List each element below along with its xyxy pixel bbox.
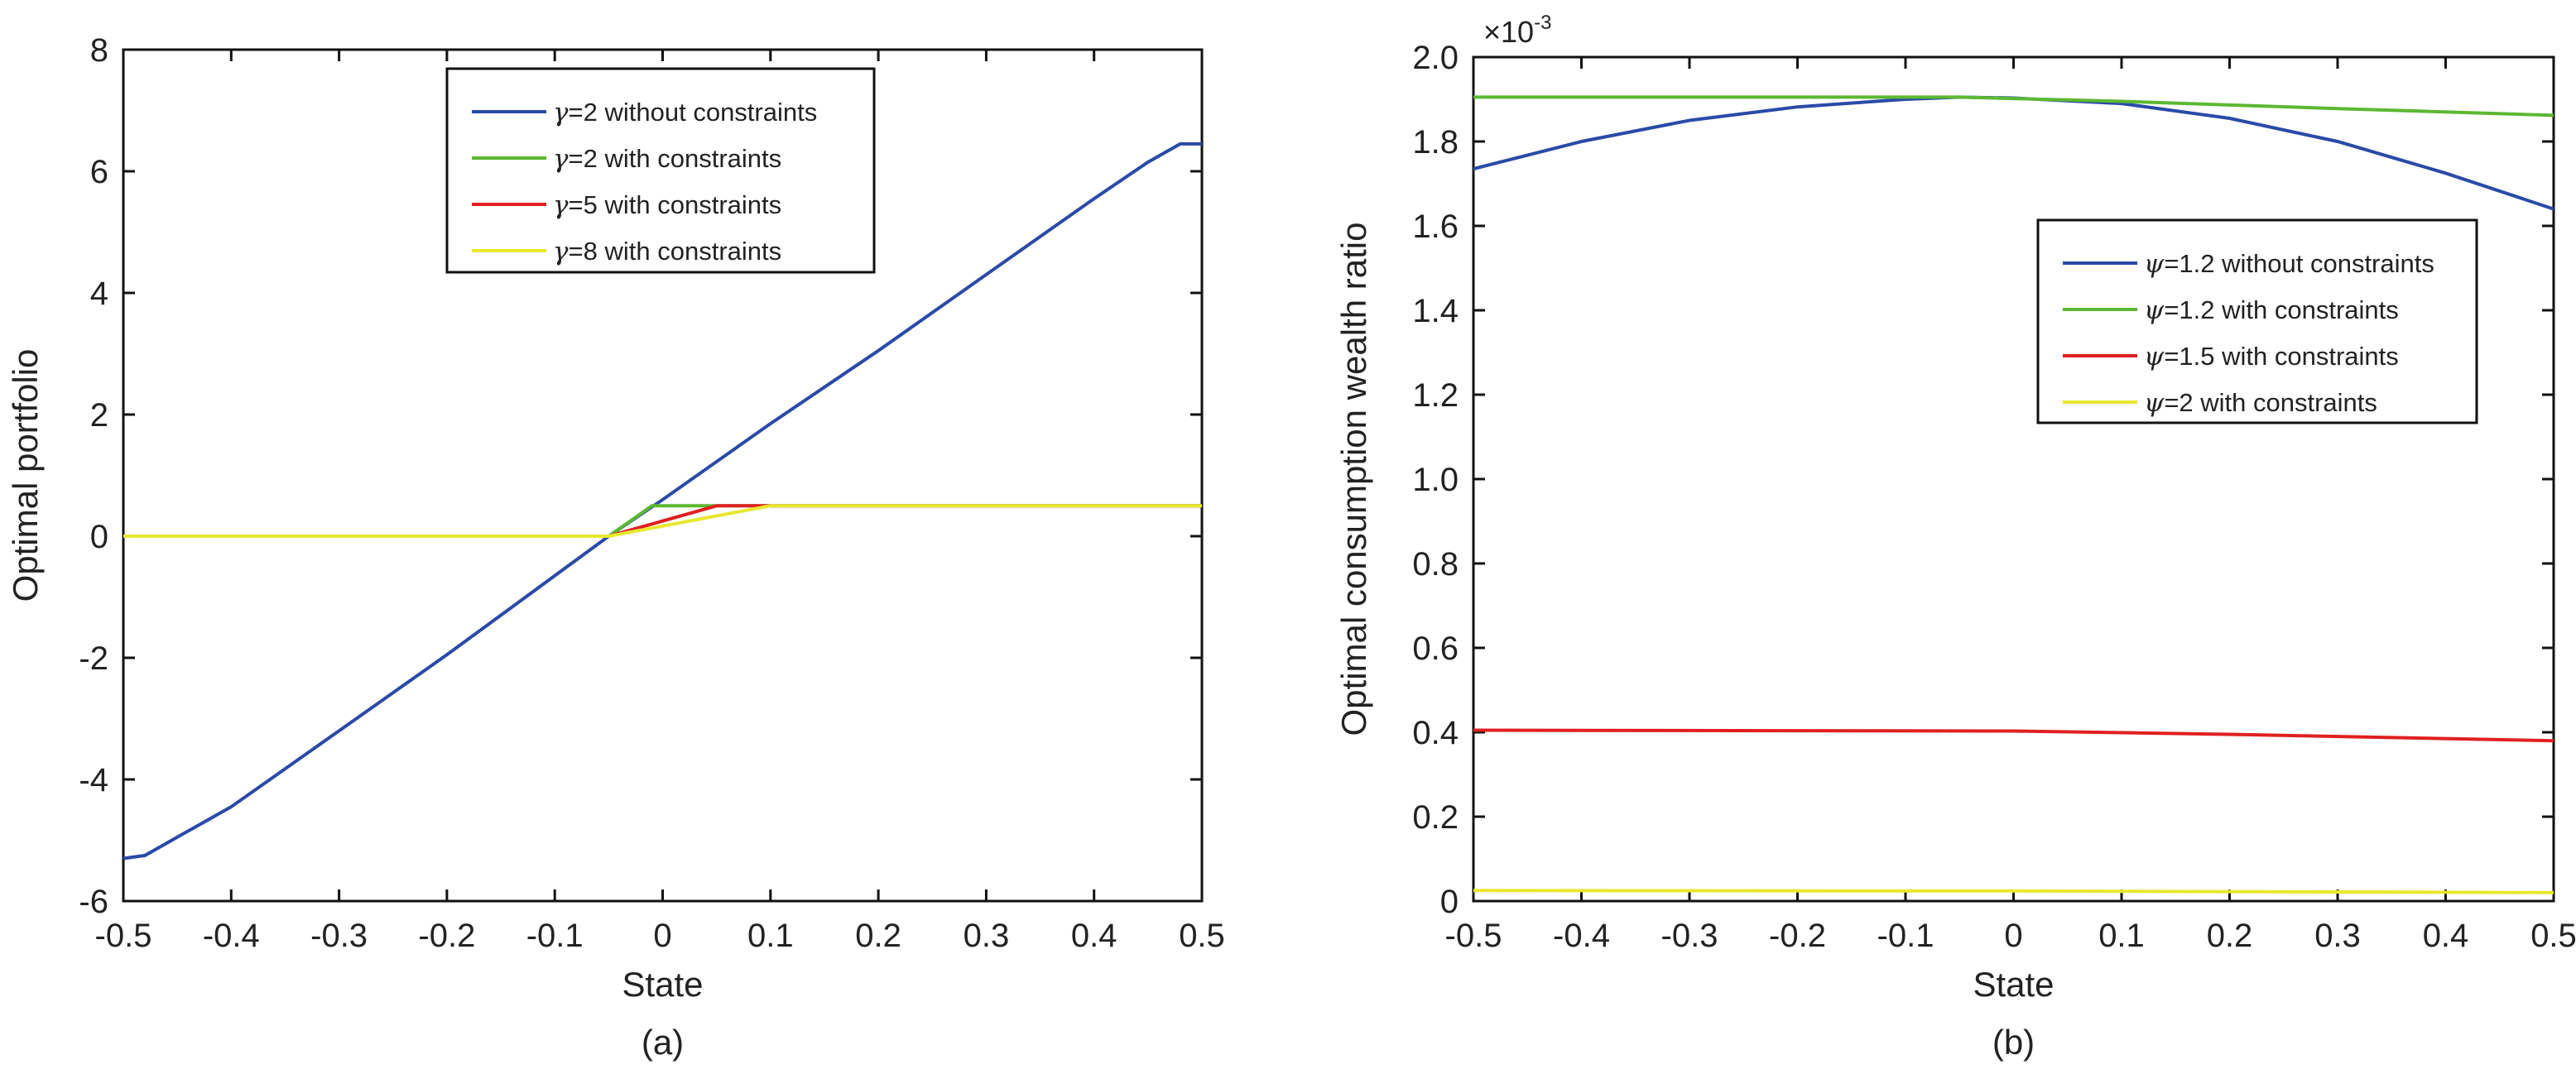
x-axis-label: State — [622, 965, 703, 1004]
legend-symbol: γ — [553, 98, 569, 127]
series-line-0 — [1473, 95, 2554, 211]
y-tick-label: 6 — [90, 154, 108, 190]
y-tick-label: 0.4 — [1412, 715, 1459, 751]
y-tick-label: 4 — [90, 276, 108, 312]
y-tick-label: -2 — [79, 640, 108, 677]
legend-symbol: γ — [553, 237, 569, 266]
legend-label: =2 with constraints — [569, 144, 782, 173]
series-line-3 — [123, 504, 1202, 538]
x-tick-label: -0.4 — [1553, 918, 1610, 954]
legend-symbol: γ — [553, 144, 569, 174]
legend-label: =5 with constraints — [569, 190, 782, 219]
y-tick-label: 0 — [90, 519, 108, 555]
legend-label: =2 without constraints — [569, 98, 818, 127]
legend-box — [2036, 218, 2478, 424]
chart-b: -0.5 -0.4 -0.3 -0.2 -0.1 0 0.1 0.2 0.3 0.4 0.5 0 0.2… — [1334, 12, 2576, 1062]
legend-symbol: ψ — [2144, 388, 2165, 418]
chart-a: -0.5 -0.4 -0.3 -0.2 -0.1 0 0.1 0.2 0.3 0.4 0.5 -6 -4… — [6, 32, 1225, 1062]
legend-entry: γ=5 with constraints — [553, 190, 781, 220]
x-tick-label: 0.2 — [855, 918, 901, 954]
x-tick-label: -0.2 — [418, 918, 475, 954]
y-tick-label: 1.2 — [1412, 377, 1459, 414]
x-tick-label: -0.5 — [1445, 918, 1502, 954]
x-tick-label: 0.3 — [2314, 918, 2361, 954]
x-tick-label: -0.1 — [1877, 918, 1934, 954]
y-axis-label: Optimal portfolio — [6, 349, 45, 602]
y-tick-label: 8 — [90, 32, 108, 69]
x-tick-label: 0.2 — [2207, 918, 2253, 954]
x-axis-label: State — [1973, 965, 2054, 1004]
series-line-2 — [1473, 728, 2554, 743]
legend-entry: ψ=1.2 with constraints — [2144, 295, 2399, 325]
legend-entry: γ=2 without constraints — [553, 98, 817, 127]
legend-entry: ψ=1.5 with constraints — [2144, 342, 2399, 372]
y-axis-label: Optimal consumption wealth ratio — [1334, 223, 1373, 736]
y-tick-label: 2.0 — [1412, 40, 1459, 76]
legend-label: =1.5 with constraints — [2164, 342, 2398, 371]
x-tick-label: -0.2 — [1769, 918, 1826, 954]
legend-symbol: γ — [553, 190, 569, 220]
series-line-2 — [123, 504, 1202, 538]
x-tick-label: 0.5 — [1179, 918, 1225, 954]
legend-symbol: ψ — [2144, 249, 2165, 279]
y-scale-factor: ×10-3 — [1483, 12, 1551, 49]
figure-caption: (b) — [1992, 1023, 2035, 1062]
legend-entry: ψ=2 with constraints — [2144, 388, 2377, 418]
y-tick-label: 0.2 — [1412, 799, 1459, 836]
y-tick-label: 0 — [1440, 884, 1459, 920]
y-tick-label: 0.6 — [1412, 630, 1459, 667]
plot-frame — [1472, 55, 2555, 903]
x-tick-label: 0 — [653, 918, 671, 954]
y-tick-label: 1.6 — [1412, 209, 1459, 245]
y-tick-label: -4 — [79, 762, 108, 798]
legend-label: =1.2 with constraints — [2164, 295, 2398, 324]
x-tick-label: -0.3 — [310, 918, 368, 954]
x-tick-label: -0.4 — [203, 918, 260, 954]
legend-entry: γ=2 with constraints — [553, 144, 781, 174]
x-tick-label: -0.3 — [1661, 918, 1718, 954]
y-tick-label: 1.4 — [1412, 293, 1459, 329]
legend-box — [445, 67, 876, 274]
legend-symbol: ψ — [2144, 342, 2165, 372]
y-tick-label: 1.8 — [1412, 124, 1459, 161]
x-tick-label: 0.5 — [2530, 918, 2576, 954]
x-tick-label: 0.1 — [747, 918, 794, 954]
y-tick-label: -6 — [79, 884, 108, 920]
series-line-3 — [1473, 889, 2554, 894]
x-tick-label: 0 — [2004, 918, 2022, 954]
legend-label: =1.2 without constraints — [2164, 249, 2434, 278]
legend-label: =8 with constraints — [569, 237, 782, 266]
y-tick-label: 2 — [90, 397, 108, 434]
x-tick-label: 0.3 — [964, 918, 1010, 954]
x-tick-label: 0.4 — [2423, 918, 2469, 954]
x-tick-label: -0.5 — [95, 918, 152, 954]
y-scale-exponent: -3 — [1534, 12, 1551, 34]
x-tick-label: 0.4 — [1071, 918, 1117, 954]
y-tick-label: 1.0 — [1412, 462, 1459, 498]
legend-label: =2 with constraints — [2164, 388, 2377, 417]
x-tick-label: 0.1 — [2098, 918, 2145, 954]
x-tick-label: -0.1 — [526, 918, 584, 954]
y-scale-base: ×10 — [1483, 15, 1534, 49]
legend-entry: γ=8 with constraints — [553, 237, 781, 266]
legend-entry: ψ=1.2 without constraints — [2144, 249, 2434, 279]
legend-symbol: ψ — [2144, 295, 2165, 325]
y-tick-label: 0.8 — [1412, 546, 1459, 583]
series-line-1 — [1473, 95, 2554, 117]
figure-caption: (a) — [642, 1023, 684, 1062]
